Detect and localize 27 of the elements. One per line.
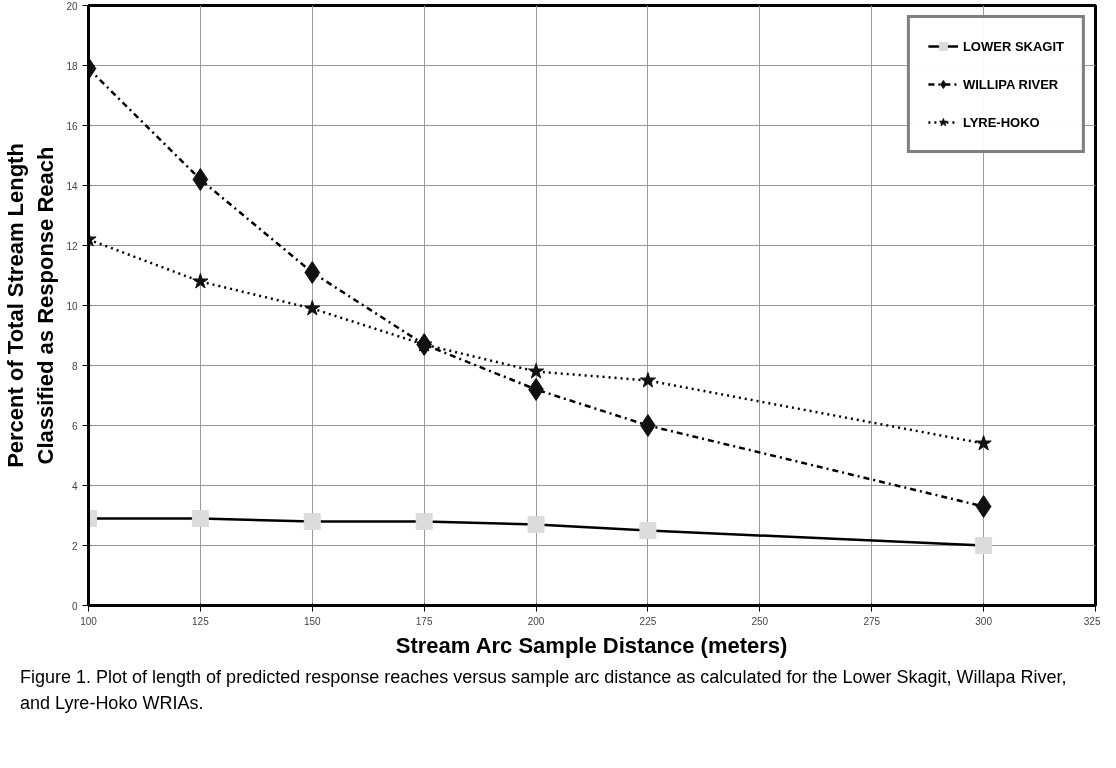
y-tick-label: 6 [71,420,78,432]
x-tick-label: 125 [192,615,210,627]
x-tick-label: 300 [975,615,993,627]
caption: Figure 1. Plot of length of predicted response reaches versus sample arc distance as calculated for the Lower Skagit, Willapa River, and Lyre-Hoko WRIAs. [20,666,1068,715]
y-tick-label: 14 [66,180,78,192]
y-tick-label: 18 [66,60,78,72]
y-tick-label: 4 [71,480,78,492]
x-tick-label: 250 [751,615,769,627]
y-tick-label: 20 [66,0,78,12]
legend-label: LOWER SKAGIT [962,38,1064,54]
x-tick-label: 275 [863,615,881,627]
y-tick-label: 0 [71,600,78,612]
x-tick-label: 175 [415,615,433,627]
x-tick-label: 100 [80,615,98,627]
x-tick-label: 225 [639,615,657,627]
y-tick-label: 10 [66,300,78,312]
legend-label: WILLIPA RIVER [962,76,1059,92]
y-tick-label: 12 [66,240,78,252]
legend-label: LYRE-HOKO [962,114,1040,130]
y-axis-title: Percent of Total Stream Length Classified as Response Reach [3,143,59,468]
y-tick-label: 2 [71,540,78,552]
x-tick-label: 150 [303,615,322,627]
x-axis-title: Stream Arc Sample Distance (meters) [395,632,788,658]
x-tick-label: 200 [527,615,545,627]
x-tick-label: 325 [1083,615,1101,627]
y-tick-label: 8 [71,360,78,372]
y-tick-label: 16 [66,120,78,132]
